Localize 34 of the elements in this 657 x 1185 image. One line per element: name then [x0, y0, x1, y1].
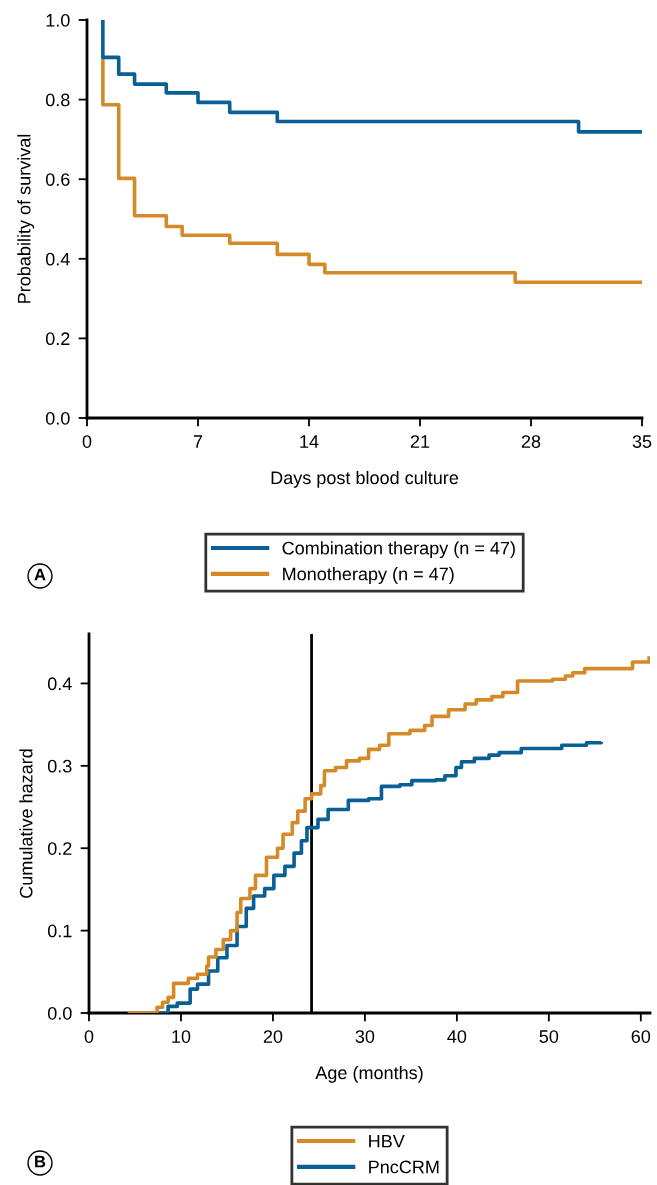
legend-label: Monotherapy (n = 47)	[283, 567, 454, 584]
y-axis-title: Cumulative hazard	[19, 749, 33, 898]
x-tick-label: 35	[632, 435, 652, 448]
x-axis-title: Age (months)	[315, 1065, 423, 1083]
x-tick-label: 40	[447, 1030, 467, 1043]
y-axis-title: Probability of survival	[17, 134, 35, 303]
x-tick-label: 0	[82, 435, 92, 448]
x-tick-label: 50	[539, 1030, 559, 1043]
x-tick-label: 10	[172, 1030, 191, 1043]
x-tick-label: 28	[521, 435, 541, 448]
legend-label: HBV	[369, 1134, 405, 1148]
text: B	[35, 1155, 46, 1168]
text: A	[34, 568, 46, 581]
y-tick-label: 1.0	[46, 13, 70, 27]
x-tick-label: 60	[631, 1030, 651, 1043]
x-tick-label: 20	[263, 1030, 283, 1043]
x-tick-label: 21	[410, 435, 430, 448]
y-tick-label: 0.8	[45, 93, 70, 107]
x-axis-title: Days post blood culture	[271, 470, 459, 488]
y-tick-label: 0.1	[47, 924, 72, 938]
y-tick-label: 0.0	[45, 411, 70, 425]
y-tick-label: 0.6	[45, 173, 70, 186]
y-tick-label: 0.4	[47, 677, 72, 691]
legend-label: Combination therapy (n = 47)	[282, 541, 515, 559]
y-tick-label: 0.3	[47, 759, 72, 773]
x-tick-label: 14	[300, 435, 319, 448]
legend-label: PncCRM	[369, 1160, 439, 1174]
y-tick-label: 0.2	[47, 842, 72, 855]
y-tick-label: 0.0	[47, 1006, 72, 1020]
x-tick-label: 7	[193, 435, 203, 448]
x-tick-label: 30	[355, 1030, 375, 1043]
x-tick-label: 0	[84, 1030, 94, 1043]
y-tick-label: 0.2	[45, 332, 70, 346]
y-tick-label: 0.4	[45, 252, 70, 266]
